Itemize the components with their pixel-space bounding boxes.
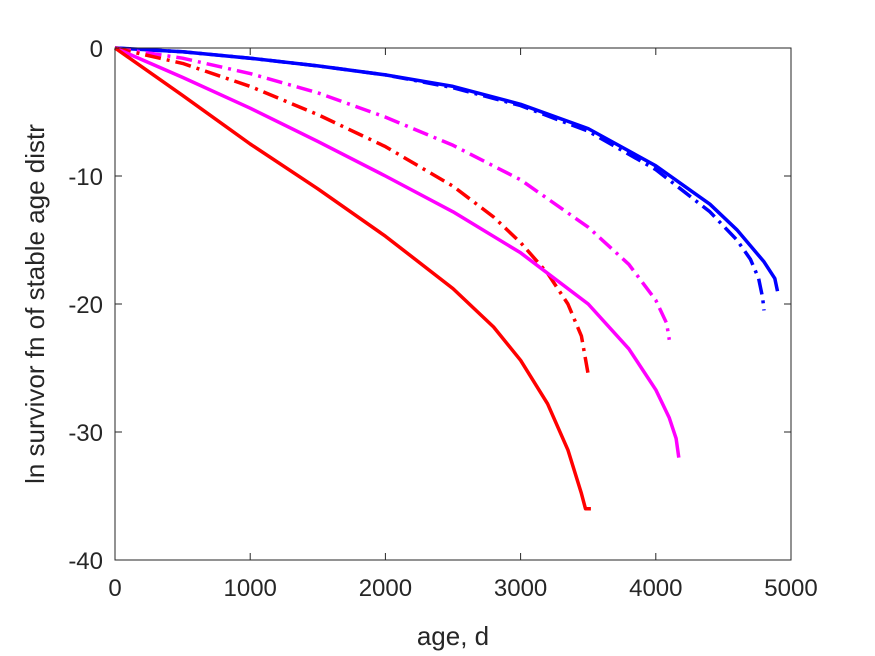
- series-line-6: [113, 46, 591, 511]
- series-line-4: [114, 46, 590, 375]
- y-tick-label: 0: [90, 36, 103, 63]
- tick-layer: 0 1000 2000 3000 4000 5000 0 -10 -20 -30 -40: [68, 36, 817, 602]
- x-axis-title: age, d: [417, 621, 489, 651]
- y-tick-label: -10: [68, 164, 103, 191]
- x-tick-label: 4000: [629, 575, 682, 602]
- series-line-3: [114, 46, 672, 341]
- x-tick-label: 1000: [224, 575, 277, 602]
- series-line-2: [114, 46, 766, 311]
- series-line-5: [114, 46, 681, 458]
- x-tick-label: 0: [108, 575, 121, 602]
- y-tick-label: -30: [68, 420, 103, 447]
- x-tick-label: 3000: [494, 575, 547, 602]
- y-axis-title: ln survivor fn of stable age distr: [20, 124, 50, 484]
- plot-area: [115, 48, 791, 560]
- x-tick-label: 2000: [359, 575, 412, 602]
- y-tick-label: -40: [68, 548, 103, 575]
- y-tick-label: -20: [68, 292, 103, 319]
- series-layer: [113, 46, 780, 511]
- x-tick-label: 5000: [764, 575, 817, 602]
